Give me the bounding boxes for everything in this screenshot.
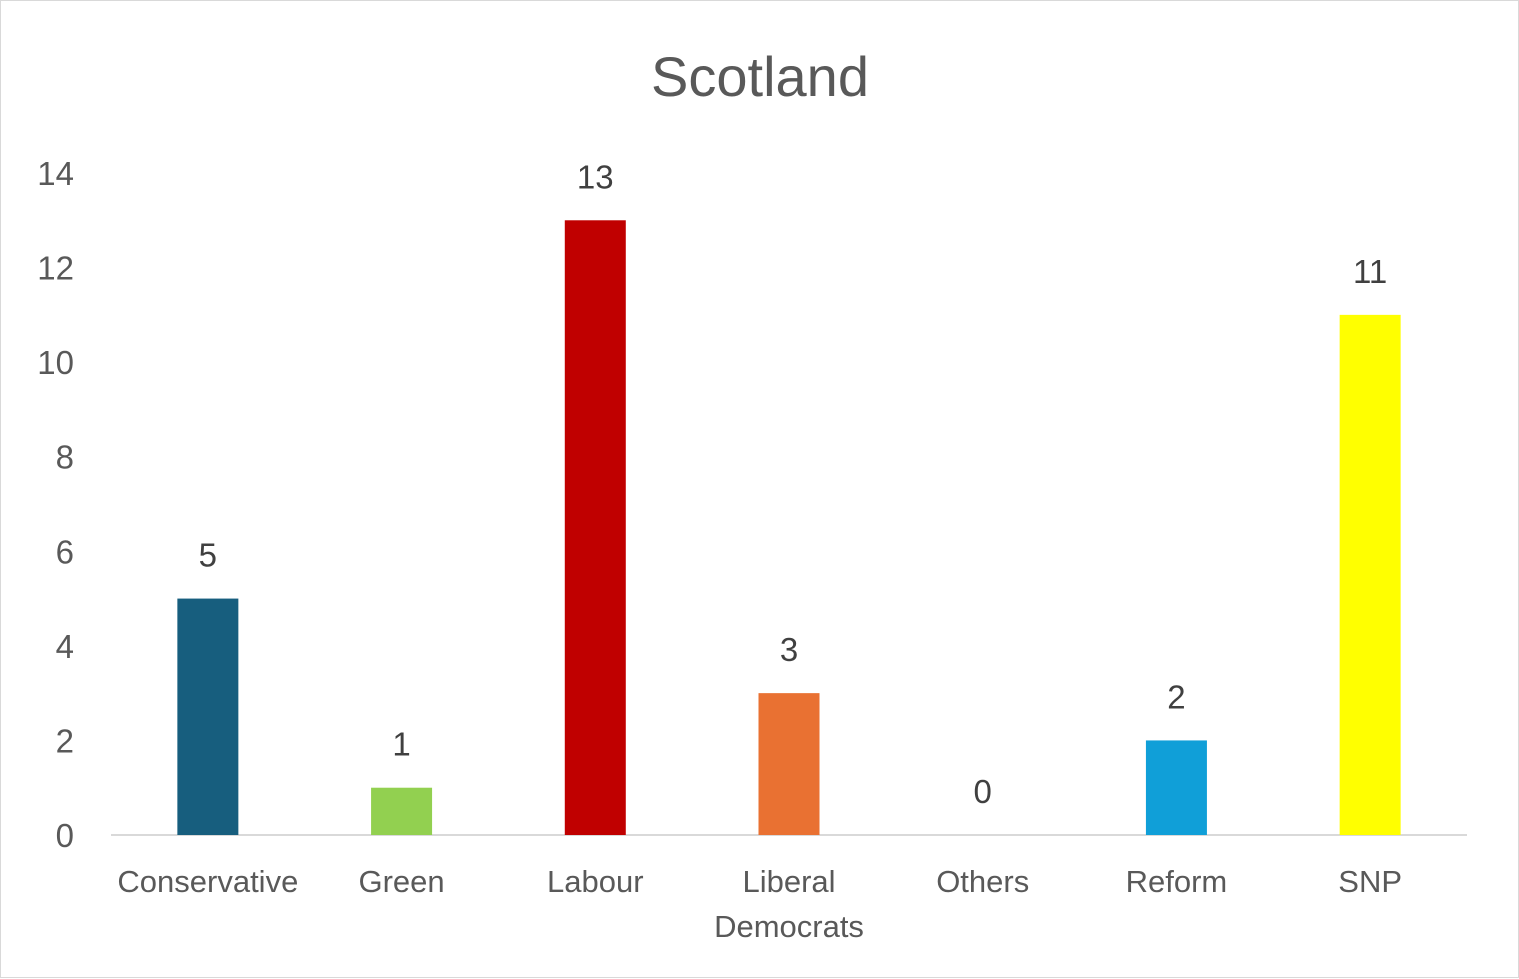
x-tick-label: Democrats	[714, 909, 864, 944]
data-label: 5	[199, 537, 217, 574]
data-label: 2	[1167, 678, 1185, 715]
data-labels: 5 1 13 3 0 2 11	[199, 158, 1388, 810]
data-label: 1	[392, 726, 410, 763]
x-tick-label: Others	[936, 864, 1029, 899]
y-tick-label: 14	[37, 155, 74, 192]
y-tick-label: 8	[56, 439, 74, 476]
bar	[371, 787, 433, 835]
bar	[1145, 740, 1207, 835]
x-tick-label: Labour	[547, 864, 644, 899]
bar	[1339, 314, 1401, 835]
x-tick-label: SNP	[1338, 864, 1402, 899]
y-tick-label: 0	[56, 817, 74, 854]
bars	[177, 220, 1401, 836]
data-label: 3	[780, 631, 798, 668]
x-tick-label: Liberal	[742, 864, 835, 899]
y-tick-label: 6	[56, 533, 74, 570]
y-tick-label: 4	[56, 628, 74, 665]
y-tick-label: 2	[56, 722, 74, 759]
bar	[177, 598, 239, 835]
category-labels: Conservative Green Labour Liberal Democrats O…	[117, 864, 1402, 944]
bar	[564, 220, 626, 836]
data-label: 11	[1353, 253, 1387, 290]
y-tick-label: 10	[37, 344, 74, 381]
y-axis-ticks: 0 2 4 6 8 10 12 14	[37, 155, 74, 854]
bar	[758, 693, 820, 835]
y-tick-label: 12	[37, 250, 74, 287]
data-label: 13	[577, 158, 614, 195]
x-tick-label: Reform	[1126, 864, 1228, 899]
chart-title: Scotland	[651, 45, 869, 108]
x-tick-label: Conservative	[117, 864, 298, 899]
x-tick-label: Green	[358, 864, 444, 899]
data-label: 0	[974, 773, 992, 810]
